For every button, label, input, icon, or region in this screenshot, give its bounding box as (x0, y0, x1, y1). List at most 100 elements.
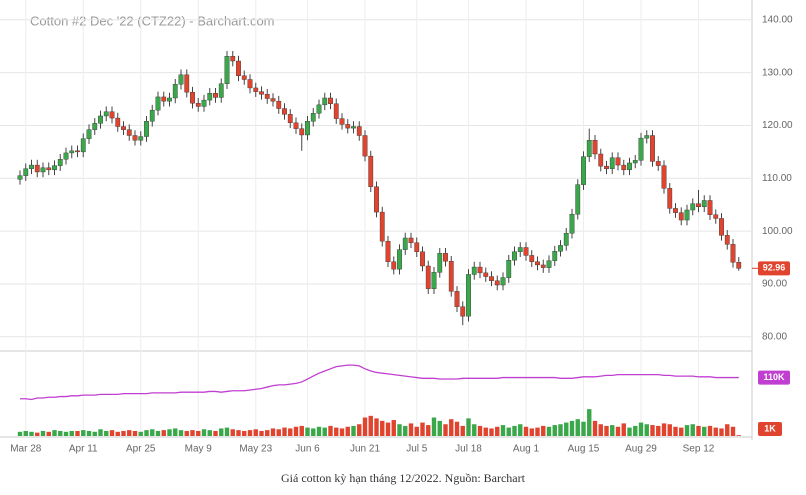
volume-bar (46, 431, 51, 436)
candle-body (535, 261, 540, 266)
candle-body (172, 84, 178, 99)
volume-bar (621, 423, 626, 436)
candle-body (644, 135, 650, 139)
candle-body (558, 245, 563, 252)
volume-bar (104, 430, 109, 436)
candle-body (563, 233, 569, 246)
volume-bar (713, 427, 718, 436)
volume-bar (86, 430, 92, 436)
volume-bar (592, 420, 598, 436)
volume-bar (17, 431, 23, 436)
volume-bar (477, 425, 483, 436)
chart-title: Cotton #2 Dec '22 (CTZ22) - Barchart.com (30, 13, 275, 28)
x-tick-label: Sep 12 (683, 444, 715, 455)
candle-body (437, 253, 443, 273)
candle-body (385, 240, 391, 262)
volume-bar (512, 425, 517, 436)
candle-body (195, 103, 201, 107)
x-tick-label: Jul 5 (406, 444, 428, 455)
volume-bar (736, 435, 741, 436)
y-tick-label: 100.00 (762, 226, 793, 237)
candle-body (466, 274, 471, 317)
volume-bar (173, 428, 178, 436)
volume-bar (339, 428, 345, 436)
volume-bar (426, 425, 431, 436)
candle-body (345, 124, 351, 129)
volume-bar (334, 427, 339, 436)
candle-body (333, 103, 339, 119)
candle-body (144, 121, 149, 137)
candle-body (477, 266, 483, 274)
candle-body (126, 129, 132, 136)
volume-bar (690, 424, 695, 436)
candle-body (276, 100, 282, 109)
volume-bar (627, 427, 632, 436)
volume-bar (408, 423, 414, 436)
volume-bar (270, 428, 276, 436)
volume-tag (758, 422, 782, 436)
candle-body (305, 121, 310, 136)
volume-bar (610, 425, 615, 436)
candle-body (109, 111, 115, 119)
volume-bar (661, 423, 667, 436)
oi-tag (758, 370, 790, 385)
candle-body (529, 255, 535, 262)
caption: Giá cotton kỳ hạn tháng 12/2022. Nguồn: … (281, 471, 526, 485)
volume-bar (311, 428, 316, 436)
candle-body (615, 157, 621, 166)
candle-body (598, 153, 604, 167)
candle-body (575, 184, 581, 215)
volume-bar (449, 419, 454, 436)
volume-bar (483, 427, 488, 436)
volume-bar (679, 427, 684, 436)
candle-body (517, 247, 523, 252)
volume-bar (35, 432, 40, 436)
volume-bar (420, 422, 425, 436)
candle-body (724, 235, 730, 245)
oi-tag-label: 110K (763, 372, 785, 382)
volume-bar (293, 426, 299, 436)
volume-bar (431, 417, 437, 436)
volume-bar (437, 420, 442, 436)
candle-body (52, 165, 57, 171)
candle-body (621, 164, 627, 171)
candle-body (696, 203, 701, 208)
candle-body (253, 87, 259, 92)
volume-bar (357, 424, 362, 436)
candle-body (356, 126, 362, 136)
candle-body (316, 104, 322, 114)
volume-bar (316, 426, 322, 436)
volume-bar (63, 431, 69, 436)
volume-bar (581, 421, 586, 436)
candle-body (397, 249, 402, 270)
candle-body (454, 291, 460, 307)
y-tick-label: 130.00 (762, 67, 793, 78)
x-tick-label: May 23 (239, 444, 272, 455)
x-tick-label: Mar 28 (10, 444, 42, 455)
candle-body (310, 113, 316, 122)
volume-bar (155, 430, 161, 436)
candle-body (650, 135, 655, 162)
candle-body (500, 277, 506, 286)
volume-bar (495, 426, 500, 436)
volume-bar (81, 430, 86, 436)
candle-body (368, 155, 374, 187)
y-tick-label: 90.00 (762, 279, 787, 290)
candle-body (592, 140, 598, 155)
candle-body (379, 211, 385, 242)
candle-body (420, 251, 425, 267)
candle-body (684, 209, 690, 221)
volume-bar (397, 424, 402, 436)
x-tick-label: Jul 18 (455, 444, 482, 455)
candle-body (69, 150, 75, 154)
candle-body (581, 156, 586, 185)
volume-bar (299, 425, 304, 436)
candle-body (719, 218, 724, 236)
volume-bar (633, 425, 638, 436)
last-price-tag (758, 261, 790, 276)
volume-bar (167, 429, 172, 436)
candle-body (604, 165, 609, 169)
volume-bar (144, 430, 149, 436)
volume-bar (725, 424, 730, 436)
candle-body (667, 188, 673, 209)
